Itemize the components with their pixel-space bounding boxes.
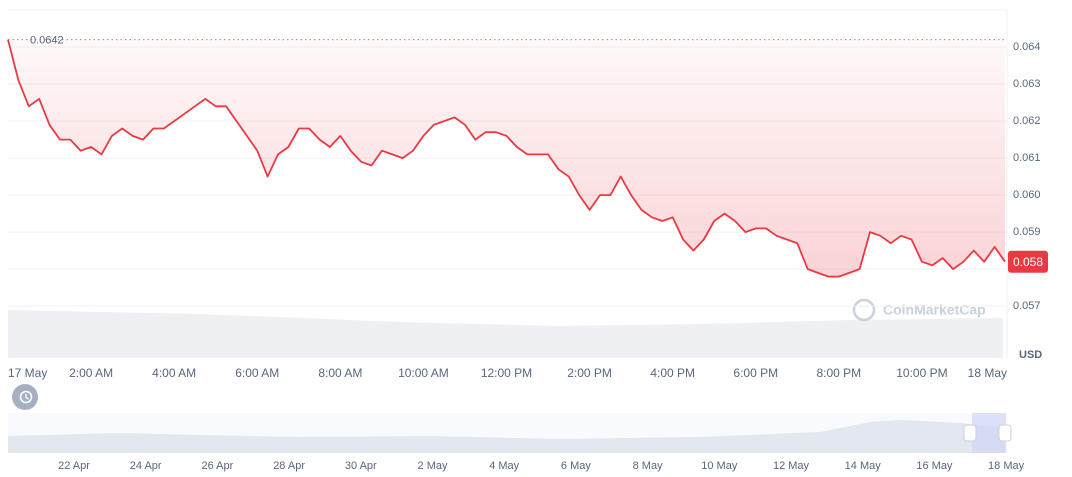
navigator-label: 6 May <box>561 460 591 472</box>
navigator-label: 8 May <box>633 460 663 472</box>
area-fill <box>8 39 1005 277</box>
navigator-label: 22 Apr <box>58 460 90 472</box>
x-tick-label: 17 May <box>8 366 47 380</box>
navigator-label: 2 May <box>418 460 448 472</box>
x-tick-label: 8:00 PM <box>816 366 861 380</box>
watermark: CoinMarketCap <box>852 298 986 322</box>
x-tick-label: 12:00 PM <box>481 366 532 380</box>
y-tick-label: 0.059 <box>1013 226 1041 238</box>
navigator-label: 24 Apr <box>130 460 162 472</box>
x-tick-label: 18 May <box>968 366 1007 380</box>
x-tick-label: 4:00 AM <box>152 366 196 380</box>
navigator-label: 26 Apr <box>201 460 233 472</box>
x-tick-label: 2:00 PM <box>567 366 612 380</box>
navigator-labels: 22 Apr 24 Apr 26 Apr 28 Apr 30 Apr 2 May 4 May… <box>58 460 1025 472</box>
price-line <box>7 39 1006 278</box>
last-price-label: 0.058 <box>1013 255 1043 269</box>
x-tick-label: 6:00 PM <box>733 366 778 380</box>
volume-background <box>8 310 1003 358</box>
x-tick-label: 2:00 AM <box>69 366 113 380</box>
x-tick-label: 6:00 AM <box>235 366 279 380</box>
x-tick-label: 10:00 PM <box>896 366 947 380</box>
y-tick-label: 0.061 <box>1013 152 1041 164</box>
history-button[interactable] <box>12 384 38 410</box>
watermark-text: CoinMarketCap <box>883 302 986 318</box>
y-axis-unit: USD <box>1019 349 1042 361</box>
x-tick-label: 4:00 PM <box>650 366 695 380</box>
y-tick-label: 0.060 <box>1013 189 1041 201</box>
navigator-label: 30 Apr <box>345 460 377 472</box>
y-tick-label: 0.063 <box>1013 78 1041 90</box>
x-tick-label: 10:00 AM <box>398 366 449 380</box>
navigator-label: 16 May <box>916 460 953 472</box>
y-tick-label: 0.057 <box>1013 300 1041 312</box>
navigator-label: 12 May <box>773 460 810 472</box>
navigator-label: 14 May <box>845 460 882 472</box>
navigator-label: 10 May <box>701 460 738 472</box>
navigator-label: 4 May <box>489 460 519 472</box>
y-tick-label: 0.064 <box>1013 41 1041 53</box>
x-tick-label: 8:00 AM <box>318 366 362 380</box>
navigator[interactable] <box>8 413 1012 453</box>
y-tick-label: 0.062 <box>1013 115 1041 127</box>
last-price-badge <box>1008 250 1048 273</box>
navigator-label: 18 May <box>988 460 1025 472</box>
navigator-label: 28 Apr <box>273 460 305 472</box>
